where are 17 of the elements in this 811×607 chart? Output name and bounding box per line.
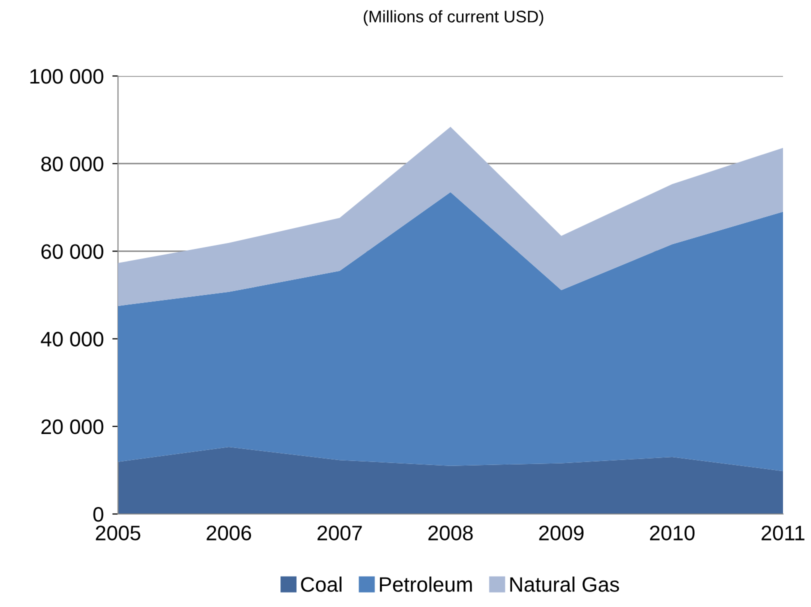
legend-label: Petroleum — [380, 576, 472, 592]
legend-label: Natural Gas — [510, 576, 620, 592]
x-tick-label: 2005 — [96, 526, 140, 540]
x-tick-label: 2011 — [762, 526, 804, 540]
legend-label: Coal — [301, 576, 342, 592]
y-tick-label: 20 000 — [41, 419, 104, 434]
y-tick-label: 80 000 — [41, 156, 104, 172]
x-tick-label: 2008 — [428, 526, 473, 540]
x-tick-label: 2007 — [318, 526, 362, 540]
y-tick-label: 0 — [93, 507, 104, 522]
y-tick-label: 100 000 — [30, 69, 104, 84]
x-tick-label: 2009 — [539, 526, 584, 540]
y-tick-label: 60 000 — [41, 244, 104, 259]
chart-subtitle: (Millions of current USD) — [364, 10, 544, 26]
y-tick-label: 40 000 — [40, 332, 104, 347]
x-tick-label: 2010 — [650, 526, 695, 540]
x-tick-label: 2006 — [206, 526, 252, 540]
